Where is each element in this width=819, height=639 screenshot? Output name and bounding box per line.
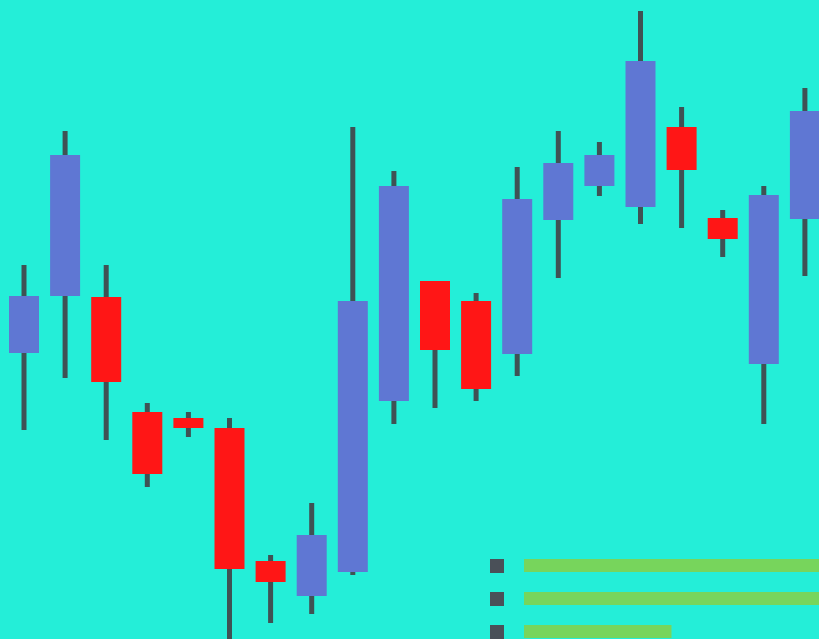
- candle-body-down: [461, 301, 492, 389]
- candle-body-up: [789, 111, 819, 219]
- candle-body-up: [378, 186, 409, 401]
- candle-body-down: [132, 412, 163, 474]
- legend-swatch: [490, 592, 504, 606]
- candle-body-up: [9, 296, 39, 353]
- legend-swatch: [490, 559, 504, 573]
- candle-body-down: [91, 297, 122, 382]
- candle-body-up: [502, 199, 533, 354]
- legend: [490, 559, 819, 639]
- candle-body-down: [666, 127, 697, 170]
- candle-body-down: [214, 428, 245, 569]
- candle-body-up: [625, 61, 656, 207]
- candle-body-up: [584, 155, 615, 186]
- candle-body-up: [50, 155, 81, 296]
- legend-label-bar: [524, 592, 819, 605]
- legend-swatch: [490, 625, 504, 639]
- legend-label-bar: [524, 625, 672, 638]
- candle-body-up: [748, 195, 779, 364]
- candle-group: [9, 11, 819, 639]
- candle-body-down: [420, 281, 450, 350]
- candle-body-up: [337, 301, 368, 572]
- candle-body-down: [255, 561, 286, 582]
- legend-label-bar: [524, 559, 819, 572]
- candle-body-up: [543, 163, 574, 220]
- candle-wick: [268, 555, 274, 623]
- candle-body-down: [707, 218, 738, 239]
- candle-body-up: [296, 535, 327, 596]
- candle-body-down: [173, 418, 204, 428]
